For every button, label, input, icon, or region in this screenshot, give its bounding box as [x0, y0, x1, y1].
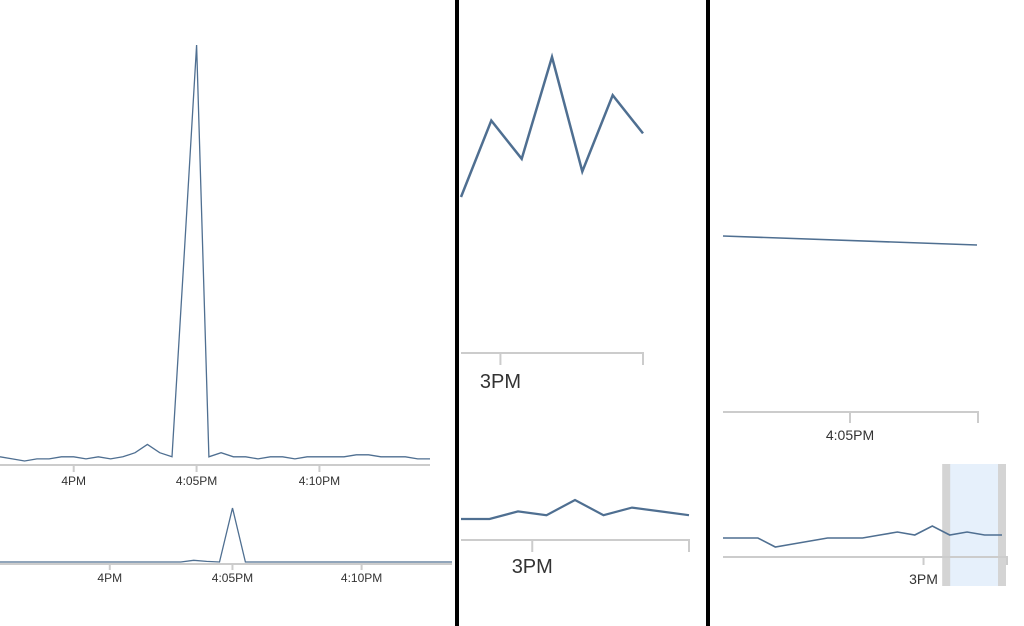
brush-handle-left[interactable] [942, 464, 951, 586]
series-line [723, 525, 1002, 548]
series-line [459, 52, 644, 198]
panel-top-middle: 3PM [459, 52, 644, 393]
x-tick-label: 4:05PM [176, 474, 217, 488]
x-tick-label: 4:05PM [212, 571, 253, 585]
series-line [0, 507, 452, 563]
brush-handle-right[interactable] [998, 464, 1006, 586]
x-tick-label: 4:10PM [341, 571, 382, 585]
panel-top-left: 4PM 4:05PM 4:10PM [0, 44, 430, 488]
divider-left [455, 0, 459, 626]
x-tick-label: 3PM [480, 371, 521, 393]
series-line [0, 44, 430, 462]
panel-bottom-left: 4PM 4:05PM 4:10PM [0, 507, 452, 585]
series-line [722, 235, 978, 246]
x-tick-label: 4:10PM [299, 474, 340, 488]
x-tick-label: 3PM [512, 556, 553, 578]
x-tick-label: 4PM [61, 474, 86, 488]
x-tick-label: 4PM [97, 571, 122, 585]
brush-selection[interactable] [946, 464, 1002, 586]
divider-right [706, 0, 710, 626]
x-tick-label: 3PM [909, 571, 938, 587]
series-line [461, 498, 690, 521]
panel-bottom-middle: 3PM [461, 498, 690, 578]
panel-top-right: 4:05PM [722, 235, 979, 443]
panel-bottom-right: 3PM [723, 464, 1008, 587]
x-tick-label: 4:05PM [826, 427, 874, 443]
